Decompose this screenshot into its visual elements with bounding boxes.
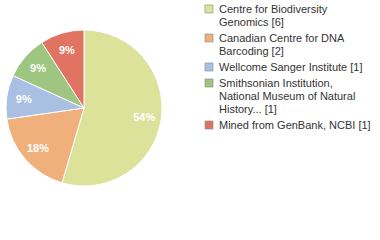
data-label: 9%	[16, 93, 32, 105]
legend-label: Genomics [6]	[219, 16, 284, 28]
legend-swatch	[205, 79, 213, 87]
legend-label: Wellcome Sanger Institute [1]	[219, 61, 362, 73]
legend-label: National Museum of Natural	[219, 90, 355, 102]
legend-swatch	[205, 5, 213, 13]
legend-label: Barcoding [2]	[219, 45, 284, 57]
legend-swatch	[205, 34, 213, 42]
legend: Centre for BiodiversityGenomics [6] Canad…	[205, 3, 371, 131]
legend-swatch	[205, 63, 213, 71]
pie-slice	[7, 108, 84, 183]
legend-swatch	[205, 121, 213, 129]
legend-label: Centre for Biodiversity	[219, 3, 328, 15]
data-label: 54%	[133, 111, 155, 123]
legend-label: History... [1]	[219, 103, 277, 115]
chart: 54% 18% 9% 9% 9% Centre for BiodiversityGenom…	[0, 0, 380, 240]
data-label: 9%	[59, 44, 75, 56]
data-label: 18%	[27, 142, 49, 154]
slices	[6, 30, 162, 186]
legend-label: Canadian Centre for DNA	[219, 32, 345, 44]
slice-labels: 54% 18% 9% 9% 9%	[16, 44, 156, 154]
data-label: 9%	[30, 62, 46, 74]
pie-slice	[42, 30, 84, 108]
legend-label: Smithsonian Institution,	[219, 77, 333, 89]
legend-label: Mined from GenBank, NCBI [1]	[219, 119, 371, 131]
